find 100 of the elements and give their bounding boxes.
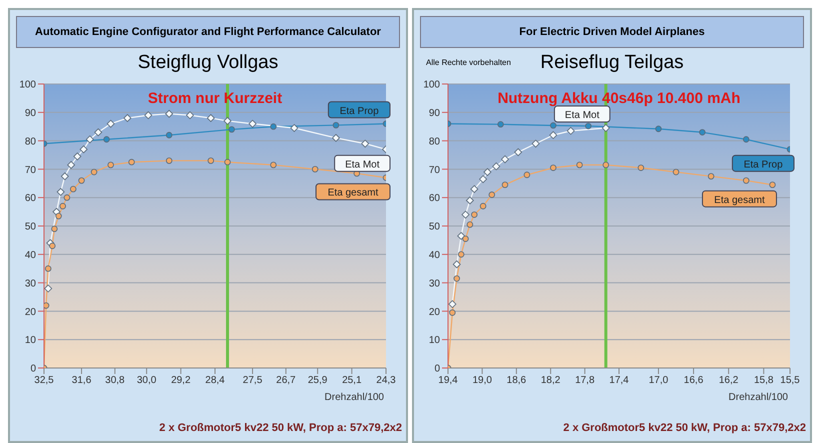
point bbox=[51, 226, 58, 232]
x-tick-label: 30,0 bbox=[136, 375, 157, 386]
x-tick-label: 26,7 bbox=[276, 375, 296, 386]
text: 2 x Großmotor5 kv22 50 kW, Prop a: 57x79,2x2 bbox=[562, 422, 806, 434]
point bbox=[224, 158, 231, 166]
point bbox=[73, 152, 82, 160]
point bbox=[361, 140, 370, 148]
x-tick-label: 19,4 bbox=[438, 375, 458, 386]
point bbox=[44, 302, 50, 309]
point bbox=[655, 126, 662, 132]
y-tick-label: 80 bbox=[24, 136, 36, 148]
point bbox=[270, 123, 277, 130]
point bbox=[480, 202, 486, 210]
y-tick-label: 70 bbox=[428, 164, 440, 176]
series-label: Eta gesamt bbox=[714, 194, 765, 206]
point bbox=[602, 162, 610, 168]
point bbox=[524, 172, 530, 178]
y-tick-label: 30 bbox=[24, 278, 36, 290]
point bbox=[64, 194, 70, 201]
point bbox=[672, 168, 680, 176]
x-tick-label: 32,5 bbox=[34, 375, 54, 386]
point bbox=[550, 164, 556, 171]
x-tick-label: 17,8 bbox=[575, 375, 595, 386]
point bbox=[128, 158, 135, 166]
point bbox=[166, 132, 172, 138]
point bbox=[224, 117, 232, 125]
point bbox=[708, 173, 714, 180]
point bbox=[448, 300, 456, 308]
point bbox=[488, 192, 496, 198]
series-label: Eta Mot bbox=[564, 110, 600, 122]
y-tick-label: 50 bbox=[428, 222, 440, 233]
x-tick-label: 18,2 bbox=[540, 375, 561, 386]
point bbox=[497, 121, 504, 128]
chart-title: Reiseflug Teilgas bbox=[540, 52, 684, 73]
point bbox=[466, 221, 474, 228]
series-label: Eta Prop bbox=[744, 159, 784, 170]
point bbox=[70, 186, 76, 192]
point bbox=[471, 211, 478, 218]
y-tick-label: 20 bbox=[24, 306, 36, 318]
x-tick-label: 30,8 bbox=[105, 375, 126, 386]
point bbox=[94, 128, 102, 136]
point bbox=[290, 124, 298, 132]
point bbox=[484, 168, 492, 176]
point bbox=[166, 157, 172, 164]
y-tick-label: 80 bbox=[428, 136, 440, 148]
text: 2 x Großmotor5 kv22 50 kW, Prop a: 57x79,2x2 bbox=[158, 422, 402, 434]
point bbox=[502, 182, 508, 188]
point bbox=[228, 126, 235, 133]
point bbox=[270, 162, 277, 168]
point bbox=[470, 185, 478, 193]
point bbox=[56, 188, 65, 196]
point bbox=[55, 212, 62, 220]
point bbox=[462, 210, 470, 219]
point bbox=[44, 265, 52, 272]
point bbox=[80, 145, 88, 154]
y-tick-label: 60 bbox=[428, 193, 440, 204]
y-tick-label: 90 bbox=[428, 108, 440, 119]
point bbox=[86, 135, 94, 144]
point bbox=[124, 114, 132, 122]
chart-subtitle: For Electric Driven Model Airplanes bbox=[519, 26, 705, 38]
x-tick-label: 19,0 bbox=[472, 375, 492, 386]
x-tick-label: 17,4 bbox=[609, 375, 630, 386]
x-axis-title: Drehzahl/100 bbox=[728, 392, 788, 403]
point bbox=[165, 110, 174, 118]
y-tick-label: 10 bbox=[24, 335, 36, 346]
y-tick-label: 100 bbox=[19, 80, 36, 91]
chart-title: Steigflug Vollgas bbox=[136, 52, 280, 74]
y-tick-label: 60 bbox=[24, 193, 36, 204]
point bbox=[332, 134, 340, 142]
point bbox=[699, 129, 706, 136]
series-label: Eta Mot bbox=[345, 159, 380, 170]
y-tick-label: 10 bbox=[428, 335, 440, 346]
point bbox=[769, 182, 776, 188]
point bbox=[742, 136, 750, 143]
point bbox=[452, 260, 461, 268]
y-tick-label: 40 bbox=[428, 250, 440, 261]
point bbox=[566, 126, 575, 135]
y-tick-label: 20 bbox=[428, 306, 440, 318]
point bbox=[585, 122, 592, 130]
point bbox=[144, 111, 152, 120]
y-tick-label: 90 bbox=[24, 108, 36, 119]
x-tick-label: 15,5 bbox=[780, 375, 800, 386]
point bbox=[550, 122, 556, 129]
point bbox=[332, 122, 340, 128]
point bbox=[78, 177, 85, 184]
y-tick-label: 70 bbox=[24, 164, 36, 176]
point bbox=[458, 251, 464, 258]
point bbox=[44, 284, 52, 292]
x-tick-label: 27,5 bbox=[242, 375, 263, 386]
x-tick-label: 25,1 bbox=[342, 375, 362, 386]
x-axis-title: Drehzahl/100 bbox=[324, 392, 384, 403]
point bbox=[49, 242, 56, 250]
chart-subtitle: Automatic Engine Configurator and Flight Performance Calculator bbox=[35, 26, 381, 38]
point bbox=[742, 177, 750, 184]
x-tick-label: 28,4 bbox=[205, 375, 226, 386]
point bbox=[186, 111, 194, 120]
point bbox=[479, 175, 487, 184]
point bbox=[312, 166, 318, 172]
point bbox=[492, 162, 500, 170]
x-tick-label: 25,9 bbox=[308, 375, 328, 386]
